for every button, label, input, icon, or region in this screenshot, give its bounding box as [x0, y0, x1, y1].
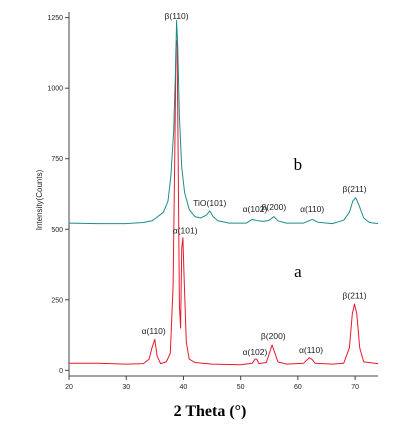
x-tick-label: 40 [180, 384, 188, 391]
peak-annotation: β(200) [261, 331, 286, 341]
peak-annotation: α(110) [300, 204, 324, 214]
x-tick-label: 50 [237, 384, 245, 391]
peak-annotation: β(211) [342, 290, 366, 300]
y-tick-label: 1250 [47, 15, 63, 22]
series-layer [68, 20, 379, 366]
y-tick-label: 750 [51, 156, 63, 163]
x-axis-title: 2 Theta (°) [174, 403, 247, 420]
x-tick-label: 60 [294, 384, 302, 391]
y-axis-title: Intensity(Counts) [35, 169, 44, 230]
peak-annotation: α(110) [142, 326, 166, 336]
y-tick-label: 0 [59, 368, 63, 375]
peak-annotation: α(110) [299, 345, 323, 355]
x-tick-label: 30 [122, 384, 130, 391]
peak-annotation: β(200) [261, 202, 286, 212]
peak-annotation: β(211) [342, 184, 366, 194]
labels-layer: abβ(110)α(101)α(110)TiO(101)α(102)β(200)… [142, 11, 367, 357]
curve-label-b: b [294, 155, 303, 174]
series-line-b [68, 20, 379, 225]
peak-annotation: α(101) [173, 226, 198, 236]
peak-annotation: α(102) [243, 204, 268, 214]
x-tick-label: 20 [65, 384, 73, 391]
axes: 0 250 500 750 1000 1250 20 30 40 50 60 70 [47, 12, 378, 391]
peak-annotation: TiO(101) [193, 198, 226, 208]
series-line-a [69, 39, 379, 366]
x-tick-label: 70 [351, 384, 359, 391]
peak-annotation: α(102) [243, 347, 268, 357]
peak-annotation: β(110) [165, 11, 189, 21]
y-tick-label: 1000 [47, 86, 63, 93]
curve-label-a: a [294, 262, 302, 281]
y-tick-label: 250 [51, 297, 63, 304]
y-tick-label: 500 [51, 227, 63, 234]
